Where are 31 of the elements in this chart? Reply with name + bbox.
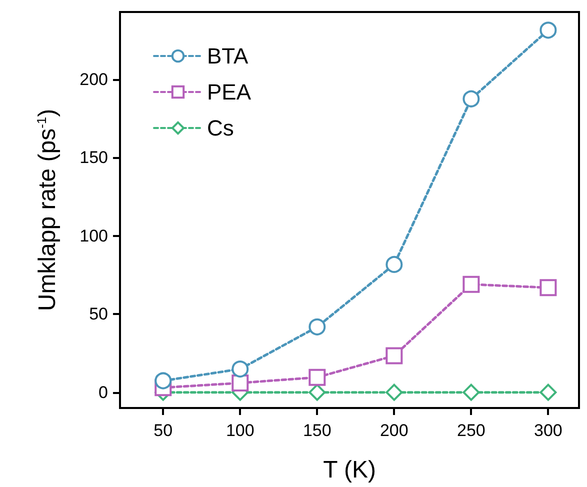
point — [540, 279, 557, 296]
point — [232, 360, 249, 378]
x-tick-label: 300 — [534, 421, 562, 440]
point — [154, 372, 172, 390]
point — [232, 374, 249, 392]
x-tick-label: 200 — [380, 421, 408, 440]
point — [308, 384, 326, 401]
x-axis-title: T (K) — [323, 456, 376, 484]
point — [308, 368, 326, 386]
point — [462, 384, 480, 401]
point — [386, 347, 403, 364]
point — [308, 318, 326, 336]
legend-label: PEA — [207, 80, 252, 104]
y-tick-label: 0 — [98, 382, 108, 402]
x-tick-label: 100 — [226, 421, 254, 440]
x-tick-label: 150 — [302, 421, 332, 440]
point — [386, 256, 403, 273]
y-axis-title: Umklapp rate (ps-1) — [34, 108, 61, 312]
point — [462, 276, 480, 293]
point — [540, 22, 557, 39]
y-tick-label: 200 — [80, 70, 108, 89]
legend-label: BTA — [207, 44, 248, 68]
point — [540, 384, 557, 401]
legend-label: Cs — [207, 116, 234, 140]
x-tick-label: 50 — [154, 421, 173, 440]
y-tick-label: 100 — [80, 226, 108, 246]
x-tick-label: 250 — [456, 421, 486, 440]
y-tick-label: 150 — [80, 148, 108, 168]
y-tick-label: 50 — [89, 304, 108, 324]
point — [386, 384, 403, 401]
point — [462, 90, 480, 108]
